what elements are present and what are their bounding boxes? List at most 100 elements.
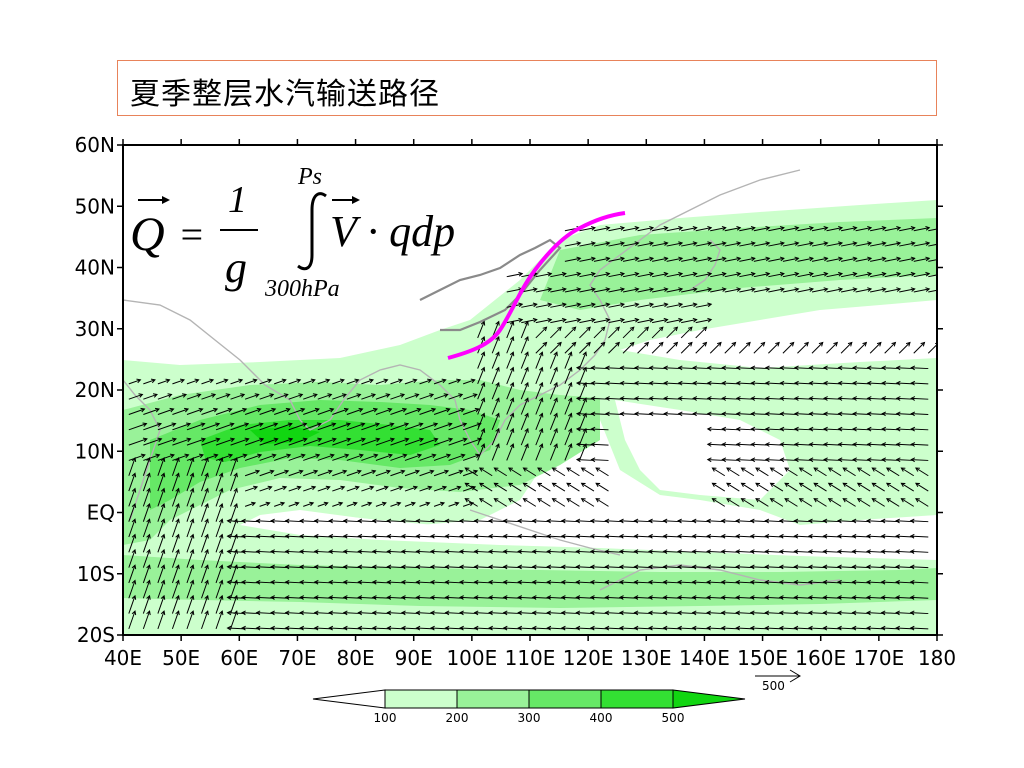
flux-arrow-shaft: [518, 566, 536, 569]
flux-arrow-shaft: [489, 535, 507, 538]
flux-arrow-head: [299, 625, 305, 631]
flux-arrow-head: [823, 256, 829, 262]
flux-arrow-shaft: [274, 408, 290, 415]
flux-arrow-shaft: [707, 566, 725, 569]
flux-arrow-shaft: [215, 595, 223, 614]
flux-arrow-shaft: [666, 273, 683, 278]
flux-arrow: [491, 381, 500, 400]
flux-arrow-shaft: [768, 257, 784, 262]
flux-arrow: [215, 472, 224, 492]
flux-arrow: [808, 380, 827, 386]
flux-arrow: [270, 549, 289, 554]
flux-arrow: [313, 610, 333, 616]
flux-arrow: [502, 533, 522, 539]
flux-arrow-shaft: [911, 367, 929, 370]
flux-arrow-head: [615, 326, 620, 332]
flux-arrow: [404, 422, 424, 431]
flux-arrow-shaft: [171, 457, 180, 476]
flux-arrow-head: [255, 610, 261, 616]
flux-arrow: [226, 610, 246, 616]
flux-arrow: [230, 407, 248, 415]
flux-arrow: [303, 453, 321, 461]
flux-arrow-head: [649, 225, 655, 231]
flux-arrow-head: [300, 453, 306, 459]
flux-arrow: [622, 225, 640, 232]
flux-arrow: [836, 518, 856, 524]
flux-arrow: [201, 487, 209, 507]
flux-arrow-head: [940, 242, 944, 246]
flux-arrow-shaft: [433, 423, 452, 431]
flux-arrow-shaft: [142, 503, 151, 522]
flux-arrow-shaft: [780, 397, 798, 400]
flux-arrow-shaft: [870, 288, 886, 293]
flux-arrow-shaft: [838, 459, 856, 461]
flux-arrow-head: [866, 365, 872, 371]
flux-arrow-head: [328, 564, 334, 570]
flux-arrow-head: [880, 610, 886, 616]
flux-arrow-head: [255, 579, 261, 585]
flux-arrow-head: [373, 453, 379, 459]
flux-arrow-shaft: [695, 242, 712, 247]
flux-arrow: [871, 498, 885, 507]
flux-arrow-shaft: [782, 257, 799, 262]
flux-arrow-shaft: [867, 581, 885, 584]
flux-arrow-shaft: [736, 520, 754, 523]
flux-arrow: [695, 287, 713, 293]
flux-arrow-head: [480, 412, 486, 418]
flux-arrow: [560, 579, 580, 585]
flux-arrow-head: [692, 241, 698, 246]
flux-arrow-shaft: [172, 379, 185, 385]
v-vector-arrowhead: [352, 196, 360, 204]
flux-arrow-shaft: [707, 459, 725, 461]
flux-arrow-head: [175, 548, 180, 554]
flux-arrow: [691, 595, 711, 600]
flux-arrow-shaft: [494, 498, 508, 507]
flux-arrow: [433, 393, 449, 400]
flux-arrow-shaft: [520, 397, 529, 415]
flux-arrow-shaft: [201, 549, 209, 568]
flux-arrow-shaft: [215, 457, 223, 476]
flux-arrow-shaft: [300, 550, 318, 553]
flux-arrow-shaft: [870, 257, 886, 262]
flux-arrow: [768, 241, 785, 247]
flux-arrow-shaft: [503, 581, 522, 584]
flux-arrow-shaft: [445, 535, 464, 538]
flux-arrow-head: [822, 564, 828, 570]
flux-arrow: [566, 482, 580, 492]
flux-arrow-shaft: [128, 503, 136, 522]
flux-arrow: [724, 341, 737, 354]
flux-arrow-head: [470, 378, 476, 384]
flux-arrow: [357, 579, 376, 585]
flux-arrow: [488, 549, 507, 554]
flux-arrow-shaft: [811, 288, 828, 293]
flux-arrow-shaft: [915, 467, 929, 477]
flux-arrow: [259, 501, 271, 507]
flux-arrow-shaft: [622, 303, 639, 308]
flux-arrow-shaft: [605, 612, 624, 615]
flux-arrow-shaft: [430, 627, 449, 630]
flux-arrow-shaft: [462, 379, 475, 385]
flux-arrow: [822, 595, 842, 600]
flux-arrow-shaft: [884, 242, 901, 247]
flux-arrow-head: [634, 365, 639, 371]
flux-arrow: [342, 579, 362, 585]
flux-arrow-shaft: [361, 486, 374, 492]
flux-arrow-head: [415, 518, 421, 524]
flux-arrow: [303, 393, 318, 400]
flux-arrow-head: [866, 533, 871, 539]
flux-arrow: [575, 380, 594, 386]
flux-arrow-shaft: [692, 581, 711, 584]
flux-arrow-head: [488, 518, 493, 524]
flux-arrow-shaft: [824, 443, 842, 446]
flux-arrow-head: [755, 482, 761, 488]
formula-lower-limit: 300hPa: [264, 276, 340, 302]
lon-label: 60E: [220, 646, 258, 670]
flux-arrow-head: [900, 482, 906, 488]
flux-arrow: [721, 442, 740, 447]
flux-arrow: [142, 548, 151, 568]
flux-arrow-head: [524, 381, 529, 387]
flux-arrow-head: [910, 457, 916, 463]
flux-arrow-head: [269, 469, 275, 475]
flux-arrow-head: [400, 549, 406, 554]
flux-arrow: [546, 533, 565, 539]
